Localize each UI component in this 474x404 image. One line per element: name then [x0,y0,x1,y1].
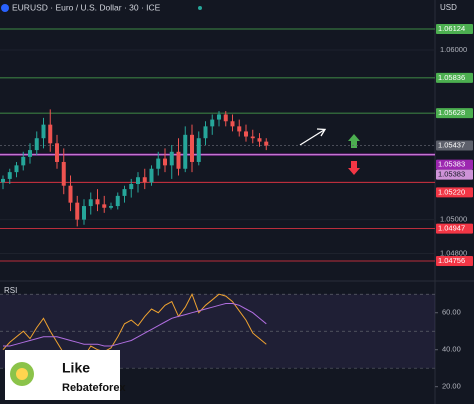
candle-body [55,143,59,162]
candle-body [190,134,194,162]
level-label-box [436,223,473,234]
candle-body [28,150,32,157]
candle-body [136,177,140,185]
level-label: 1.05220 [438,187,465,196]
level-label-box [436,24,473,35]
candle-body [250,136,255,139]
candle-body [244,131,248,137]
level-label: 1.05383 [438,160,465,169]
level-label-box [436,159,473,170]
candle-body [122,189,127,196]
level-label: 1.05836 [438,73,465,82]
logo-line1: Like [62,360,90,376]
y-tick-label: 60.00 [442,308,461,317]
candle-body [210,119,215,127]
y-tick-label: 1.06000 [440,45,467,54]
level-label-box [436,169,473,180]
symbol-icon [1,4,9,12]
candle-body [34,138,39,151]
level-label: 1.06124 [438,24,465,33]
candle-body [264,141,269,146]
logo-icon-inner [16,368,28,380]
candle-body [142,177,147,183]
candle-body [88,199,93,207]
candle-body [48,124,53,144]
y-tick-label: 1.04800 [440,249,467,258]
candle-body [109,206,113,208]
candle-body [102,204,107,208]
level-label-box [436,256,473,267]
level-label: 1.05383 [438,170,465,179]
candle-body [230,121,235,127]
candle-body [237,126,242,132]
status-dot [198,6,202,10]
level-label: 1.04947 [438,224,465,233]
level-label: 1.05437 [438,140,465,149]
level-label-box [436,187,473,198]
level-label-box [436,72,473,83]
candle-body [21,156,26,166]
candle-body [169,151,174,166]
candle-body [1,178,5,183]
candle-body [257,138,262,142]
candle-body [203,126,208,139]
candle-body [61,161,66,186]
level-label: 1.04756 [438,256,465,265]
candle-body [176,151,181,169]
logo-line2: Rebateforex [62,382,126,394]
candle-body [41,124,46,139]
rsi-title: RSI [4,286,17,295]
price-axis-panel [435,0,474,404]
up-arrow [348,134,360,148]
candle-body [95,199,100,205]
candle-body [223,114,228,122]
candle-body [196,138,201,162]
candle-body [14,165,19,173]
y-tick-label: 1.05000 [440,215,467,224]
trend-arrow-head [316,128,327,137]
candle-body [163,158,167,166]
down-arrow [348,161,360,175]
logo: Like Rebateforex [5,350,126,400]
candle-body [183,134,188,169]
candle-body [217,114,221,120]
symbol-title: EURUSD · Euro / U.S. Dollar · 30 · ICE [12,2,161,12]
level-label: 1.05628 [438,108,465,117]
candle-body [115,195,120,207]
candle-body [75,202,80,220]
level-label-box [436,140,473,151]
rsi-line [2,292,267,369]
trend-arrow [299,129,325,146]
candle-body [82,206,86,220]
candle-body [129,184,134,190]
candle-body [68,185,73,203]
candle-body [149,168,154,183]
candle-body [7,172,12,179]
level-label-box [436,108,473,119]
rsi-line [3,303,267,347]
y-tick-label: 20.00 [442,382,461,391]
y-tick-label: 40.00 [442,345,461,354]
candle-body [156,158,161,169]
currency-label: USD [440,3,457,12]
